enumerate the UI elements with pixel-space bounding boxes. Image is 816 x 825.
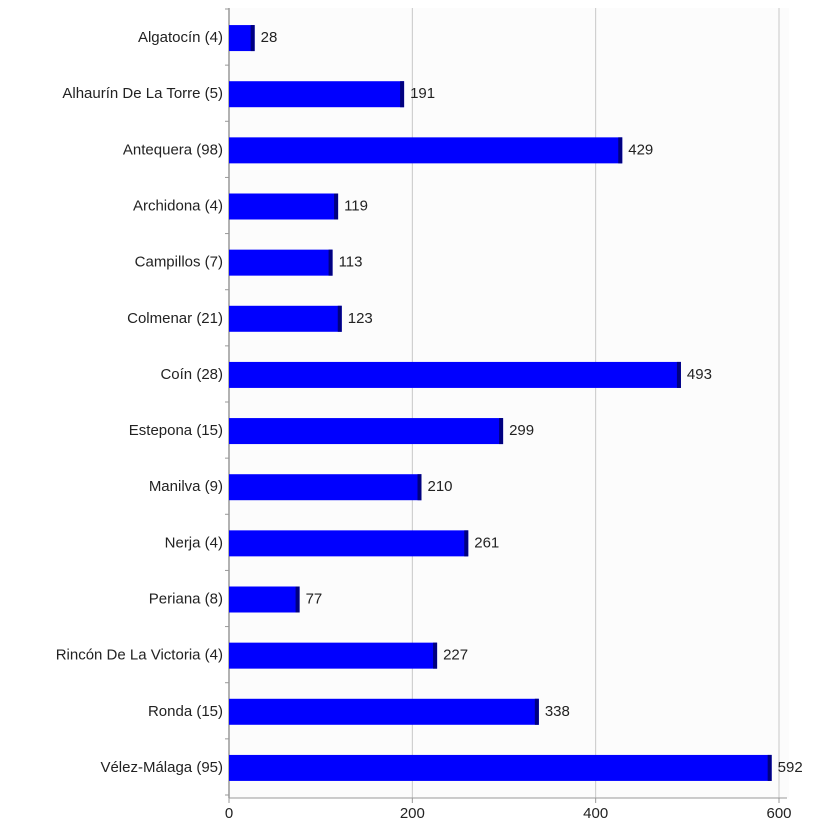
y-tick-label: Nerja (4) (165, 534, 223, 551)
bar (229, 137, 623, 164)
value-label: 338 (545, 703, 570, 720)
bar-edge (400, 81, 405, 108)
bar (229, 474, 422, 501)
bar-edge (337, 305, 342, 332)
bar (229, 586, 300, 613)
bar-edge (417, 474, 422, 501)
y-tick-label: Vélez-Málaga (95) (100, 759, 223, 776)
bar (229, 25, 255, 52)
x-tick-label: 400 (583, 805, 608, 822)
bar (229, 642, 438, 669)
y-tick-label: Colmenar (21) (127, 310, 223, 327)
y-tick-label: Campillos (7) (135, 254, 223, 271)
bar (229, 305, 342, 332)
bar-edge (250, 25, 255, 52)
y-tick-label: Antequera (98) (123, 141, 223, 158)
bar (229, 530, 469, 557)
x-tick-label: 600 (766, 805, 791, 822)
y-tick-label: Coín (28) (160, 366, 223, 383)
x-tick-label: 200 (400, 805, 425, 822)
bar-edge (767, 754, 772, 781)
bar-edge (499, 418, 504, 445)
plot-area (229, 8, 789, 798)
value-label: 227 (443, 647, 468, 664)
y-tick-label: Alhaurín De La Torre (5) (62, 85, 223, 102)
bar-edge (464, 530, 469, 557)
bar-edge (618, 137, 623, 164)
y-tick-label: Estepona (15) (129, 422, 223, 439)
y-tick-label: Rincón De La Victoria (4) (56, 647, 223, 664)
bar-edge (676, 361, 681, 388)
y-tick-label: Manilva (9) (149, 478, 223, 495)
value-label: 191 (410, 85, 435, 102)
bar-edge (534, 698, 539, 725)
bar-edge (433, 642, 438, 669)
value-label: 113 (339, 254, 363, 271)
bar-edge (295, 586, 300, 613)
y-tick-label: Periana (8) (149, 590, 223, 607)
y-tick-label: Archidona (4) (133, 197, 223, 214)
bar (229, 754, 772, 781)
bar (229, 418, 504, 445)
value-label: 592 (778, 759, 803, 776)
bar (229, 81, 405, 108)
value-label: 429 (628, 141, 653, 158)
bar (229, 361, 681, 388)
value-label: 123 (348, 310, 373, 327)
bar-edge (328, 249, 333, 276)
value-label: 77 (306, 590, 323, 607)
value-label: 299 (509, 422, 534, 439)
value-label: 28 (261, 29, 278, 46)
bar-edge (334, 193, 339, 220)
value-label: 119 (344, 197, 368, 214)
value-label: 210 (428, 478, 453, 495)
value-label: 261 (474, 534, 499, 551)
bar (229, 249, 333, 276)
bar (229, 193, 339, 220)
x-tick-label: 0 (225, 805, 233, 822)
value-label: 493 (687, 366, 712, 383)
bar (229, 698, 539, 725)
y-tick-label: Ronda (15) (148, 703, 223, 720)
y-tick-label: Algatocín (4) (138, 29, 223, 46)
